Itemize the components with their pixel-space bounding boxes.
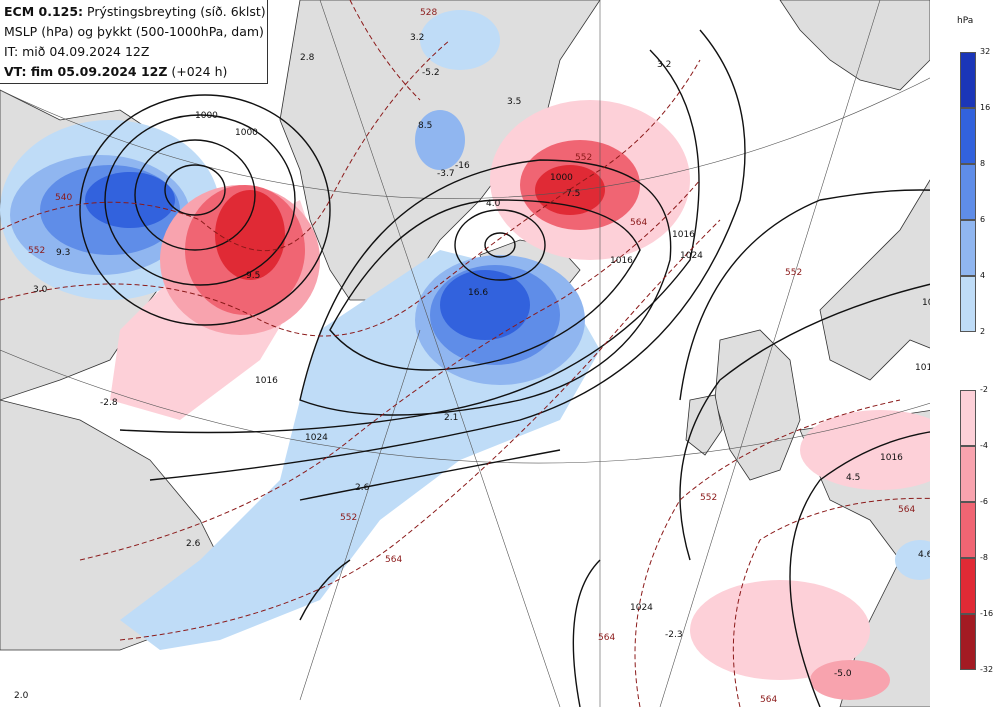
value-label: 3.0: [33, 285, 48, 295]
thickness-label: 552: [785, 268, 802, 278]
thickness-label: 564: [898, 505, 915, 515]
value-label: 16.6: [468, 288, 488, 298]
value-label: 9.5: [246, 271, 260, 281]
rise-greenland: [415, 110, 465, 170]
colorbar-swatch: [960, 558, 976, 614]
value-label: 4.0: [486, 199, 501, 209]
value-label: 2.6: [355, 483, 370, 493]
thickness-label: 552: [340, 513, 357, 523]
colorbar-tick-label: -4: [980, 441, 988, 450]
colorbar-tick-label: 8: [980, 159, 986, 168]
isobar-label: 1016: [672, 230, 695, 240]
value-label: 2.8: [300, 53, 315, 63]
isobar-label: 1016: [610, 256, 633, 266]
isobar-label: 1016: [915, 363, 938, 373]
colorbar-tick-label: -16: [980, 609, 994, 618]
title-line-2: MSLP (hPa) og þykkt (500-1000hPa, dam): [4, 24, 264, 39]
colorbar-tick-label: 6: [980, 215, 986, 224]
colorbar-swatch: [960, 220, 976, 276]
thickness-label: 552: [700, 493, 717, 503]
value-label: 2.0: [14, 691, 29, 701]
valid-offset: (+024 h): [171, 64, 228, 79]
value-label: -3.7: [437, 169, 455, 179]
colorbar-swatch: [960, 502, 976, 558]
value-label: -16: [455, 161, 470, 171]
thickness-label: 564: [598, 633, 615, 643]
value-label: 2.6: [186, 539, 201, 549]
rise-16-iceland: [440, 270, 530, 340]
value-label: 3.2: [410, 33, 424, 43]
isobar-label: 1000: [550, 173, 573, 183]
ireland: [685, 394, 723, 456]
value-label: 2.1: [444, 413, 458, 423]
colorbar-tick-label: 4: [980, 271, 986, 280]
colorbar-tick-label: 32: [980, 47, 991, 56]
value-label: 9.3: [56, 248, 70, 258]
pressure-fall-shading: [110, 100, 960, 700]
colorbar-tick-label: -6: [980, 497, 988, 506]
colorbar-tick-label: -32: [980, 665, 994, 674]
value-label: 8.5: [418, 121, 432, 131]
colorbar-swatch: [960, 276, 976, 332]
colorbar-tick-label: 16: [980, 103, 991, 112]
value-label: -2.8: [100, 398, 118, 408]
value-label: -5.0: [834, 669, 852, 679]
value-label: -2.3: [665, 630, 683, 640]
thickness-label: 540: [55, 193, 72, 203]
isobar-label: 1000: [195, 111, 218, 121]
product-name: Prýstingsbreyting (síð. 6klst): [87, 4, 266, 19]
thickness-label: 552: [28, 246, 45, 256]
fall-4-south: [810, 660, 890, 700]
value-label: 4.6: [918, 550, 933, 560]
isobar-labels: 1000 1016 1024 1016 1024 1016 1000 1016 …: [195, 111, 945, 613]
issue-time: IT: mið 04.09.2024 12Z: [4, 44, 150, 59]
isobar-label: 1000: [235, 128, 258, 138]
value-label: 3.2: [657, 60, 671, 70]
value-label: 3.5: [507, 97, 521, 107]
colorbar-swatch: [960, 390, 976, 446]
thickness-label: 528: [420, 8, 437, 18]
value-label: 4.5: [846, 473, 860, 483]
colorbar-tick-label: -2: [980, 385, 988, 394]
fall-2-europe: [800, 410, 960, 490]
rise-32-west: [85, 172, 175, 228]
british-isles: [714, 329, 801, 481]
valid-time-line: VT: fim 05.09.2024 12Z (+024 h): [4, 62, 267, 82]
colorbar-unit: hPa: [957, 16, 974, 26]
map-title-box: ECM 0.125: Prýstingsbreyting (síð. 6klst…: [0, 0, 268, 84]
isobar-label: 1024: [680, 251, 703, 261]
colorbar-swatch: [960, 52, 976, 108]
colorbar-tick-label: -8: [980, 553, 988, 562]
title-line-1: ECM 0.125: Prýstingsbreyting (síð. 6klst…: [4, 2, 267, 22]
valid-time: VT: fim 05.09.2024 12Z: [4, 64, 168, 79]
colorbar-swatch: [960, 446, 976, 502]
thickness-label: 552: [575, 153, 592, 163]
svalbard: [779, 0, 931, 91]
thickness-label: 564: [385, 555, 402, 565]
value-label: -5.2: [422, 68, 440, 78]
thickness-label: 564: [630, 218, 647, 228]
rise-north: [420, 10, 500, 70]
isobar-label: 1024: [630, 603, 653, 613]
colorbar-swatch: [960, 614, 976, 670]
fall-2-biscay: [690, 580, 870, 680]
isobar-label: 1016: [255, 376, 278, 386]
colorbar: hPa 32 16 8 6 4 2 -2 -4 -6 -8 -16 -32: [930, 0, 1000, 707]
pressure-change-values: 2.8 3.2 -5.2 3.5 8.5 -16 -3.7 4.0 7.5 3.…: [14, 33, 933, 701]
value-label: 7.5: [566, 189, 580, 199]
model-name: ECM 0.125:: [4, 4, 84, 19]
thickness-lines: [0, 0, 961, 707]
isobar-label: 1016: [880, 453, 903, 463]
colorbar-swatch: [960, 108, 976, 164]
colorbar-tick-label: 2: [980, 327, 986, 336]
thickness-label: 564: [760, 695, 777, 705]
colorbar-swatch: [960, 164, 976, 220]
fall-8-labrador: [215, 190, 285, 280]
thickness-labels: 540 552 528 552 564 552 564 552 564 552 …: [28, 8, 915, 705]
isobar-label: 1024: [305, 433, 328, 443]
